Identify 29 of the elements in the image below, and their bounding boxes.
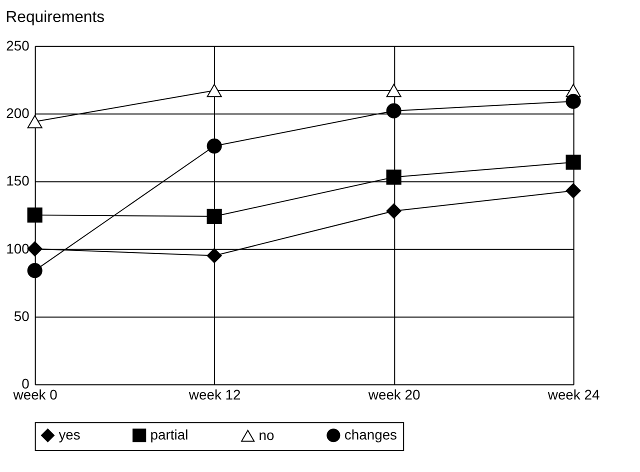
point — [27, 115, 42, 128]
point — [27, 208, 42, 223]
point — [206, 138, 222, 154]
y-tick-label: 250 — [6, 37, 30, 54]
y-tick-label: 150 — [6, 172, 30, 189]
x-tick-label: week 20 — [367, 386, 420, 403]
y-tick-label: 200 — [6, 105, 30, 122]
point — [566, 94, 581, 109]
y-tick-label: 50 — [14, 308, 30, 324]
chart-title: Requirements — [6, 8, 105, 26]
y-tick-label: 0 — [22, 376, 30, 392]
legend-label: changes — [344, 426, 398, 442]
point — [206, 84, 222, 98]
x-tick-label: week 12 — [188, 386, 242, 403]
point — [386, 203, 402, 219]
point — [206, 208, 222, 224]
legend-label: no — [258, 426, 275, 443]
point — [27, 263, 42, 278]
y-tick-label: 100 — [6, 240, 30, 256]
point — [206, 248, 222, 264]
legend-label: yes — [58, 426, 80, 442]
x-tick-label: week 24 — [546, 386, 600, 403]
point — [386, 103, 402, 118]
point — [566, 154, 581, 170]
point — [27, 241, 42, 256]
point — [566, 183, 581, 198]
legend-label: partial — [150, 426, 188, 442]
point — [386, 170, 402, 185]
point — [386, 84, 402, 98]
